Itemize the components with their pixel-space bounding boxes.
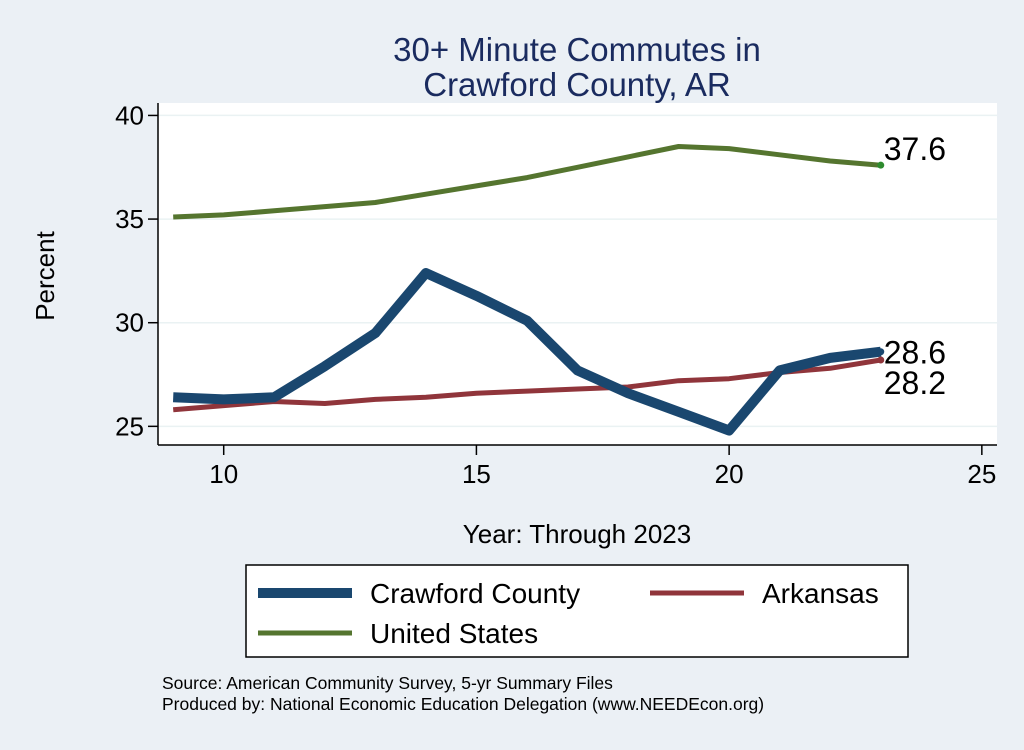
x-tick-label-10: 10 — [209, 459, 238, 489]
series-line-united-states — [173, 144, 882, 220]
legend-box — [245, 564, 909, 658]
series-line-crawford-county — [172, 268, 882, 436]
y-axis-label: Percent — [30, 230, 60, 320]
x-tick-label-25: 25 — [967, 459, 996, 489]
end-point-crawford-county — [877, 348, 885, 356]
end-point-united-states — [877, 161, 885, 169]
y-tick-label-40: 40 — [115, 100, 144, 130]
end-label-arkansas: 28.2 — [884, 365, 946, 401]
y-tick-label-25: 25 — [115, 411, 144, 441]
x-tick-label-15: 15 — [462, 459, 491, 489]
source-note: Source: American Community Survey, 5-yr … — [162, 673, 613, 693]
end-label-crawford-county: 28.6 — [884, 335, 946, 371]
legend-label-crawford-county: Crawford County — [370, 578, 580, 609]
y-tick-label-35: 35 — [115, 204, 144, 234]
y-tick-label-30: 30 — [115, 308, 144, 338]
axes: 25 30 35 40 10 15 20 25 — [115, 100, 997, 489]
x-axis-label: Year: Through 2023 — [463, 519, 691, 549]
series-lines — [172, 144, 882, 436]
grid-lines — [158, 114, 997, 428]
end-point-arkansas — [877, 356, 885, 364]
x-tick-label-20: 20 — [715, 459, 744, 489]
series-line-arkansas — [172, 357, 882, 413]
legend-label-arkansas: Arkansas — [762, 578, 879, 609]
chart-title-line-1: 30+ Minute Commutes in — [393, 31, 761, 68]
chart-title-line-2: Crawford County, AR — [423, 66, 731, 103]
producer-note: Produced by: National Economic Education… — [162, 694, 764, 714]
legend-label-united-states: United States — [370, 618, 538, 649]
legend: Crawford County Arkansas United States — [245, 564, 909, 658]
end-labels: 28.628.2 37.6 — [877, 131, 946, 401]
end-label-united-states: 37.6 — [884, 131, 946, 167]
